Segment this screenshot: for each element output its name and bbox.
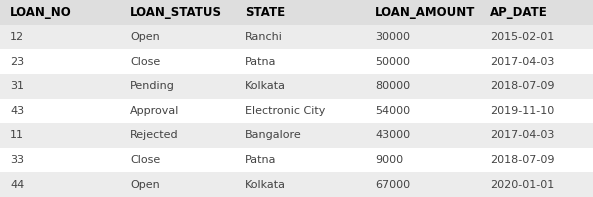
Text: 33: 33 — [10, 155, 24, 165]
Bar — [0, 172, 593, 197]
Text: Open: Open — [130, 180, 160, 190]
Bar — [0, 49, 593, 74]
Text: Kolkata: Kolkata — [245, 81, 286, 91]
Text: Ranchi: Ranchi — [245, 32, 283, 42]
Text: 2017-04-03: 2017-04-03 — [490, 130, 554, 140]
Text: 2015-02-01: 2015-02-01 — [490, 32, 554, 42]
Text: 30000: 30000 — [375, 32, 410, 42]
Text: 2018-07-09: 2018-07-09 — [490, 155, 554, 165]
Text: LOAN_STATUS: LOAN_STATUS — [130, 6, 222, 19]
Text: Open: Open — [130, 32, 160, 42]
Text: 12: 12 — [10, 32, 24, 42]
Text: AP_DATE: AP_DATE — [490, 6, 548, 19]
Text: 80000: 80000 — [375, 81, 410, 91]
Text: 9000: 9000 — [375, 155, 403, 165]
Text: 54000: 54000 — [375, 106, 410, 116]
Text: 11: 11 — [10, 130, 24, 140]
Text: Electronic City: Electronic City — [245, 106, 326, 116]
Text: STATE: STATE — [245, 6, 285, 19]
Text: 67000: 67000 — [375, 180, 410, 190]
Bar — [0, 74, 593, 98]
Text: 43000: 43000 — [375, 130, 410, 140]
Text: 2017-04-03: 2017-04-03 — [490, 57, 554, 67]
Text: Kolkata: Kolkata — [245, 180, 286, 190]
Text: 43: 43 — [10, 106, 24, 116]
Text: 2018-07-09: 2018-07-09 — [490, 81, 554, 91]
Bar — [0, 148, 593, 172]
Bar — [0, 0, 593, 25]
Text: 50000: 50000 — [375, 57, 410, 67]
Text: 31: 31 — [10, 81, 24, 91]
Text: 2020-01-01: 2020-01-01 — [490, 180, 554, 190]
Text: Patna: Patna — [245, 57, 276, 67]
Text: 2019-11-10: 2019-11-10 — [490, 106, 554, 116]
Text: Patna: Patna — [245, 155, 276, 165]
Text: 23: 23 — [10, 57, 24, 67]
Text: 44: 44 — [10, 180, 24, 190]
Bar — [0, 123, 593, 148]
Text: Pending: Pending — [130, 81, 175, 91]
Text: Close: Close — [130, 57, 160, 67]
Text: LOAN_AMOUNT: LOAN_AMOUNT — [375, 6, 476, 19]
Text: Rejected: Rejected — [130, 130, 178, 140]
Text: Close: Close — [130, 155, 160, 165]
Text: Approval: Approval — [130, 106, 179, 116]
Text: LOAN_NO: LOAN_NO — [10, 6, 72, 19]
Bar — [0, 98, 593, 123]
Text: Bangalore: Bangalore — [245, 130, 302, 140]
Bar — [0, 25, 593, 49]
